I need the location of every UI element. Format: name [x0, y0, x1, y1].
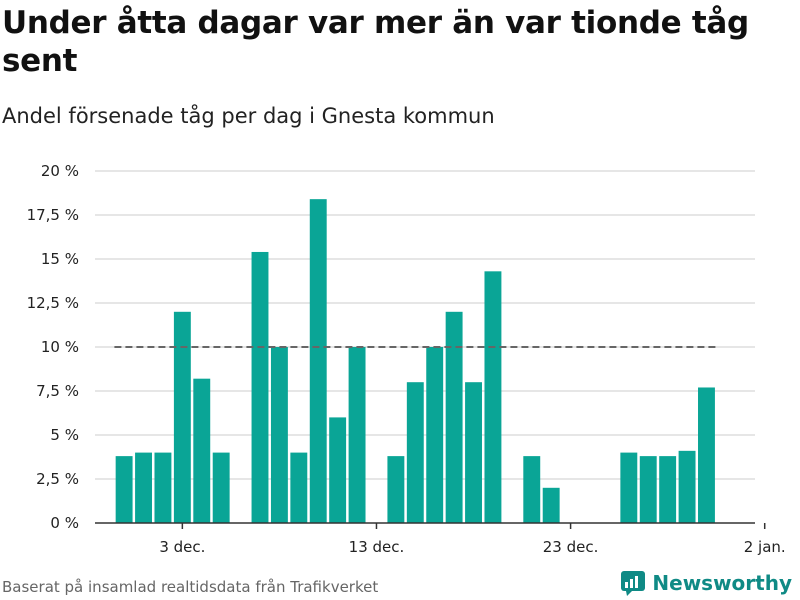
brand[interactable]: Newsworthy	[620, 570, 792, 596]
bar[interactable]	[212, 452, 230, 523]
bar[interactable]	[639, 456, 657, 523]
brand-name: Newsworthy	[652, 571, 792, 595]
bar[interactable]	[659, 456, 677, 523]
bar[interactable]	[523, 456, 541, 523]
bar[interactable]	[465, 382, 482, 523]
y-tick-label: 20 %	[41, 162, 79, 180]
bar[interactable]	[270, 347, 288, 523]
bar[interactable]	[620, 452, 638, 523]
bar[interactable]	[309, 199, 327, 523]
bar[interactable]	[135, 452, 152, 523]
y-tick-label: 5 %	[50, 426, 79, 444]
y-tick-label: 15 %	[41, 250, 79, 268]
bar[interactable]	[387, 456, 405, 523]
y-tick-label: 10 %	[41, 338, 79, 356]
newsworthy-logo-icon	[621, 571, 646, 596]
bar[interactable]	[154, 452, 172, 523]
bar[interactable]	[542, 487, 560, 523]
bar[interactable]	[173, 311, 191, 523]
chart-subtitle: Andel försenade tåg per dag i Gnesta kom…	[2, 104, 495, 128]
bar[interactable]	[290, 452, 308, 523]
y-tick-label: 0 %	[50, 514, 79, 532]
bar[interactable]	[251, 251, 269, 523]
x-tick-label: 23 dec.	[543, 538, 599, 556]
bar[interactable]	[329, 417, 347, 523]
x-tick-label: 2 jan.	[744, 538, 786, 556]
bar[interactable]	[445, 311, 463, 523]
bar[interactable]	[678, 450, 696, 523]
y-tick-label: 7,5 %	[36, 382, 79, 400]
y-tick-label: 17,5 %	[27, 206, 79, 224]
bar[interactable]	[484, 271, 502, 523]
bar[interactable]	[426, 347, 444, 523]
x-axis: 3 dec. 13 dec. 23 dec. 2 jan.	[95, 522, 786, 556]
source-note: Baserat på insamlad realtidsdata från Tr…	[2, 578, 379, 596]
chart-title: Under åtta dagar var mer än var tionde t…	[2, 5, 749, 79]
y-tick-label: 12,5 %	[27, 294, 79, 312]
x-tick-label: 13 dec.	[349, 538, 405, 556]
bar[interactable]	[193, 378, 211, 523]
bar[interactable]	[698, 387, 715, 523]
bar[interactable]	[348, 347, 366, 523]
bars	[115, 199, 715, 523]
y-axis-ticks: 0 % 2,5 % 5 % 7,5 % 10 % 12,5 % 15 % 17,5 % 20 %	[27, 162, 79, 532]
bar[interactable]	[115, 456, 133, 523]
x-tick-label: 3 dec.	[159, 538, 205, 556]
y-tick-label: 2,5 %	[36, 470, 79, 488]
bar[interactable]	[406, 382, 424, 523]
